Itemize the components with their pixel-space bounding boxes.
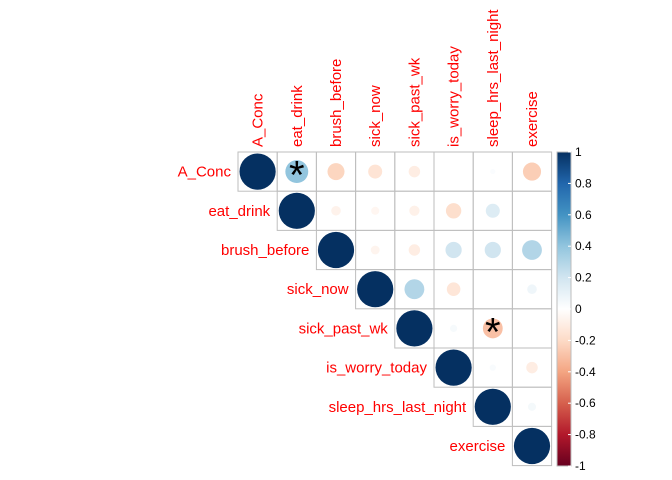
correlation-circle bbox=[482, 318, 503, 339]
significance-star: * bbox=[485, 310, 501, 354]
correlation-circle bbox=[331, 206, 341, 216]
correlation-circles bbox=[239, 153, 551, 465]
column-label: sick_past_wk bbox=[406, 57, 423, 147]
correlation-circle bbox=[239, 153, 276, 190]
correlation-circle bbox=[445, 203, 462, 219]
row-label: sick_now bbox=[287, 281, 349, 298]
correlation-circle bbox=[446, 282, 461, 296]
correlation-circle bbox=[527, 402, 537, 411]
correlation-circle bbox=[370, 245, 380, 255]
correlation-circle bbox=[490, 169, 496, 175]
correlation-circle bbox=[278, 192, 315, 229]
correlation-circle bbox=[527, 284, 537, 294]
colorbar-tick-label: 0.2 bbox=[575, 271, 592, 285]
column-label: exercise bbox=[524, 91, 541, 147]
colorbar-tick-label: 0.6 bbox=[575, 208, 592, 222]
correlation-circle bbox=[371, 206, 380, 215]
grid-cell bbox=[511, 190, 553, 231]
column-label: is_worry_today bbox=[446, 46, 463, 147]
correlation-circle bbox=[522, 162, 542, 181]
correlation-circle bbox=[409, 205, 420, 216]
colorbar-tick-label: 0 bbox=[575, 302, 582, 316]
column-label: eat_drink bbox=[289, 85, 306, 147]
correlation-circle bbox=[404, 279, 425, 300]
color-legend: 1 0.8 0.6 0.4 0.2 0 -0.2 -0.4 -0.6 -0.8 -1 bbox=[556, 145, 596, 473]
colorbar-tick-label: -1 bbox=[575, 459, 586, 473]
column-label: brush_before bbox=[328, 59, 345, 147]
row-label: exercise bbox=[450, 438, 506, 455]
row-label: is_worry_today bbox=[326, 360, 427, 377]
column-label: sleep_hrs_last_night bbox=[485, 9, 502, 147]
row-label: A_Conc bbox=[178, 164, 232, 181]
colorbar-tick-label: -0.4 bbox=[575, 365, 596, 379]
correlation-circle bbox=[445, 241, 462, 259]
correlation-circle bbox=[317, 231, 355, 269]
correlation-circle bbox=[285, 160, 309, 184]
column-labels: A_Conc eat_drink brush_before sick_now sick_… bbox=[250, 9, 541, 147]
correlation-circle bbox=[357, 271, 394, 308]
grid-cell bbox=[433, 151, 474, 192]
correlation-circle bbox=[522, 240, 542, 260]
colorbar-tick-label: 0.8 bbox=[575, 176, 592, 190]
correlation-circle bbox=[485, 203, 500, 218]
grid-cell bbox=[511, 308, 553, 349]
colorbar-tick-label: -0.2 bbox=[575, 333, 596, 347]
significance-star: * bbox=[289, 154, 305, 198]
grid-cell bbox=[511, 425, 553, 467]
significance-markers: ** bbox=[289, 154, 501, 355]
row-label: eat_drink bbox=[208, 203, 270, 220]
correlation-circle bbox=[474, 388, 511, 425]
correlation-circle bbox=[513, 427, 551, 465]
correlation-circle bbox=[327, 163, 345, 181]
column-label: sick_now bbox=[367, 85, 384, 147]
correlation-grid bbox=[237, 151, 553, 467]
correlation-circle bbox=[435, 349, 472, 386]
row-label: sleep_hrs_last_night bbox=[329, 399, 467, 416]
correlation-circle bbox=[526, 361, 538, 374]
row-label: sick_past_wk bbox=[299, 320, 389, 337]
colorbar-tick-label: -0.8 bbox=[575, 428, 596, 442]
correlation-circle bbox=[484, 241, 501, 259]
correlation-circle bbox=[449, 324, 458, 333]
correlation-circle bbox=[408, 165, 421, 178]
correlation-circle bbox=[396, 310, 433, 347]
row-label: brush_before bbox=[221, 242, 309, 259]
correlation-circle bbox=[489, 364, 496, 371]
colorbar-tick-label: 1 bbox=[575, 145, 582, 159]
correlation-circle bbox=[408, 244, 421, 256]
column-label: A_Conc bbox=[250, 93, 267, 147]
correlation-circle bbox=[368, 164, 383, 179]
row-labels: A_Conc eat_drink brush_before sick_now sick_… bbox=[178, 164, 506, 455]
colorbar-tick-label: 0.4 bbox=[575, 239, 592, 253]
grid-cell bbox=[472, 269, 513, 310]
colorbar-tick-label: -0.6 bbox=[575, 396, 596, 410]
